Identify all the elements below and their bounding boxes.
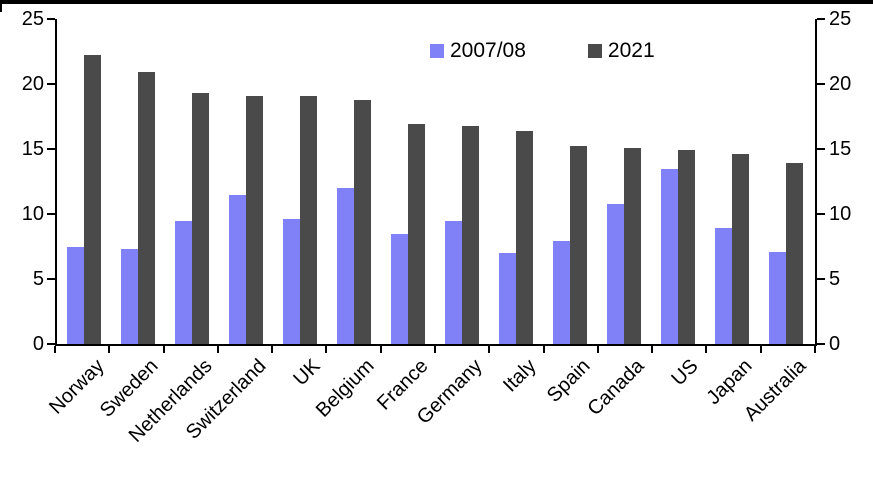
y-axis-right-tick-label: 5 — [829, 268, 841, 290]
y-axis-left-tick-label: 15 — [21, 138, 44, 160]
x-axis-tick — [596, 346, 599, 353]
bar-2021-germany — [462, 125, 479, 344]
y-axis-left-tick-label: 0 — [32, 333, 44, 355]
bar-2021-belgium — [354, 99, 371, 344]
bar-2021-netherlands — [192, 93, 209, 344]
y-axis-left-tick — [47, 343, 55, 345]
legend-swatch-2007-08 — [430, 43, 444, 58]
bar-2007-08-netherlands — [175, 220, 192, 344]
bar-2007-08-norway — [67, 246, 84, 344]
bar-2007-08-italy — [499, 253, 516, 344]
bar-2007-08-germany — [445, 220, 462, 344]
bar-2021-uk — [300, 95, 317, 344]
y-axis-right-tick-label: 25 — [829, 8, 852, 30]
x-axis-tick — [108, 346, 111, 353]
bar-2021-us — [678, 150, 695, 344]
x-axis-tick — [216, 346, 219, 353]
y-axis-left-tick — [47, 213, 55, 215]
x-axis-tick — [488, 346, 491, 353]
bar-2007-08-us — [661, 168, 678, 344]
y-axis-left-tick-label: 10 — [21, 203, 44, 225]
y-axis-left-tick-label: 25 — [21, 8, 44, 30]
y-axis-left-tick — [47, 148, 55, 150]
legend-label-2021: 2021 — [607, 39, 655, 62]
legend-item-2007-08: 2007/08 — [430, 40, 526, 61]
legend: 2007/08 2021 — [430, 40, 655, 61]
x-axis-tick — [542, 346, 545, 353]
x-axis-tick — [434, 346, 436, 353]
y-axis-right-tick — [817, 278, 825, 280]
bar-2007-08-france — [391, 233, 408, 344]
y-axis-left-tick — [47, 278, 55, 280]
y-axis-left-tick-label: 5 — [32, 268, 44, 290]
legend-label-2007-08: 2007/08 — [450, 39, 526, 62]
image-left-border-stub — [0, 0, 2, 12]
bar-2007-08-switzerland — [229, 194, 246, 344]
x-axis-tick — [325, 346, 328, 353]
bar-2021-sweden — [138, 72, 155, 344]
legend-item-2021: 2021 — [587, 39, 655, 62]
bar-2007-08-japan — [715, 228, 732, 344]
y-axis-left-tick — [47, 83, 55, 85]
bar-2021-japan — [732, 154, 749, 344]
bar-2021-australia — [786, 163, 803, 344]
bar-2007-08-uk — [283, 219, 300, 344]
x-axis-tick — [705, 346, 708, 353]
bar-2007-08-belgium — [337, 188, 354, 344]
y-axis-left-tick-label: 20 — [21, 73, 44, 95]
x-axis-tick — [759, 346, 762, 353]
bar-2007-08-canada — [607, 203, 624, 344]
bar-2021-switzerland — [246, 95, 263, 344]
y-axis-right-tick — [817, 18, 825, 20]
x-axis-tick — [271, 346, 274, 353]
bar-2021-italy — [516, 130, 533, 344]
y-axis-right-tick-label: 15 — [829, 138, 852, 160]
bar-2007-08-sweden — [121, 249, 138, 344]
bar-2021-spain — [570, 146, 587, 344]
y-axis-right-tick — [817, 148, 825, 150]
y-axis-right-tick-label: 10 — [829, 203, 852, 225]
y-axis-right-tick-label: 20 — [829, 73, 852, 95]
y-axis-right-tick-label: 0 — [829, 333, 841, 355]
plot-area — [55, 19, 817, 346]
y-axis-left-tick — [47, 18, 55, 20]
y-axis-right-tick — [817, 213, 825, 215]
bar-2021-canada — [624, 147, 641, 344]
y-axis-right-tick — [817, 343, 825, 345]
bar-2007-08-australia — [769, 251, 786, 344]
x-axis-tick — [814, 346, 816, 353]
x-axis-tick — [54, 346, 56, 353]
image-top-border — [0, 0, 873, 4]
x-axis-tick — [379, 346, 382, 353]
y-axis-right-tick — [817, 83, 825, 85]
bar-2007-08-spain — [553, 241, 570, 344]
x-axis-tick — [162, 346, 165, 353]
x-axis-tick — [651, 346, 654, 353]
legend-swatch-2021 — [587, 43, 602, 58]
bar-2021-france — [408, 124, 425, 344]
bar-2021-norway — [84, 55, 101, 344]
